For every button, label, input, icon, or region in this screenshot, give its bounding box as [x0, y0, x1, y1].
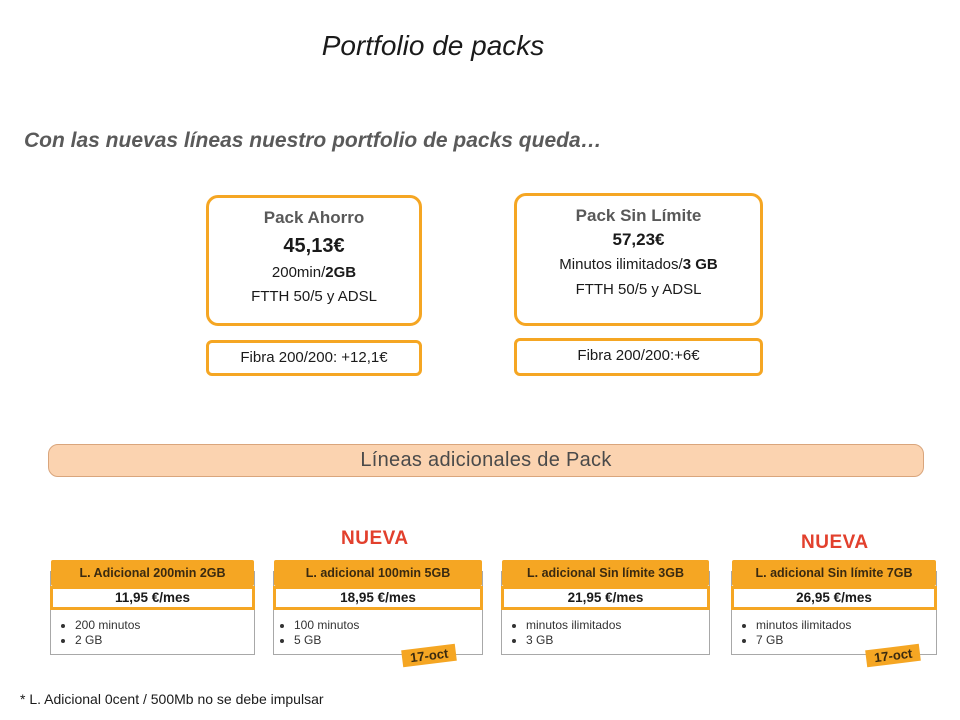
pack-price: 57,23€	[612, 230, 665, 249]
card-price: 26,95 €/mes	[731, 586, 937, 610]
pack-connection: FTTH 50/5 y ADSL	[575, 281, 702, 298]
pack-sin-limite-card: Pack Sin Límite 57,23€ Minutos ilimitado…	[514, 193, 763, 326]
card-price: 11,95 €/mes	[50, 586, 255, 610]
pack-name: Pack Sin Límite	[575, 206, 702, 225]
footnote: * L. Adicional 0cent / 500Mb no se debe …	[20, 691, 324, 707]
pack-minutes: Minutos ilimitados/	[559, 256, 683, 273]
card-header: L. Adicional 200min 2GB	[51, 560, 254, 586]
list-item: 5 GB	[294, 633, 359, 648]
page-title: Portfolio de packs	[321, 30, 545, 61]
list-item: minutos ilimitados	[526, 618, 621, 633]
list-item: 2 GB	[75, 633, 140, 648]
pack-data: 2GB	[325, 264, 357, 281]
pack-allowance: 200min/2GB	[209, 264, 419, 281]
pack-sin-limite-fibra: Fibra 200/200:+6€	[514, 338, 763, 376]
pack-price: 45,13€	[283, 235, 345, 257]
nueva-label: NUEVA	[341, 528, 409, 549]
card-bullets: 200 minutos 2 GB	[59, 618, 140, 648]
list-item: minutos ilimitados	[756, 618, 851, 633]
pack-ahorro-fibra: Fibra 200/200: +12,1€	[206, 340, 422, 376]
card-bullets: 100 minutos 5 GB	[282, 618, 359, 648]
linea-card-2: L. adicional 100min 5GB 18,95 €/mes 100 …	[273, 560, 483, 655]
card-price: 21,95 €/mes	[501, 586, 710, 610]
pack-allowance: Minutos ilimitados/3 GB	[517, 256, 760, 273]
pack-connection: FTTH 50/5 y ADSL	[251, 288, 377, 305]
pack-ahorro-card: Pack Ahorro 45,13€ 200min/2GB FTTH 50/5 …	[206, 195, 422, 326]
lineas-adicionales-banner: Líneas adicionales de Pack	[48, 444, 924, 477]
linea-card-4: L. adicional Sin límite 7GB 26,95 €/mes …	[731, 560, 937, 655]
pack-name: Pack Ahorro	[263, 208, 365, 227]
pack-minutes: 200min/	[271, 264, 326, 281]
card-header: L. adicional Sin límite 3GB	[502, 560, 709, 586]
list-item: 100 minutos	[294, 618, 359, 633]
card-header: L. adicional Sin límite 7GB	[732, 560, 936, 586]
pack-data: 3 GB	[682, 256, 718, 273]
list-item: 7 GB	[756, 633, 851, 648]
linea-card-1: L. Adicional 200min 2GB 11,95 €/mes 200 …	[50, 560, 255, 655]
linea-card-3: L. adicional Sin límite 3GB 21,95 €/mes …	[501, 560, 710, 655]
card-bullets: minutos ilimitados 7 GB	[740, 618, 851, 648]
list-item: 200 minutos	[75, 618, 140, 633]
page-subtitle: Con las nuevas líneas nuestro portfolio …	[24, 129, 602, 152]
card-bullets: minutos ilimitados 3 GB	[510, 618, 621, 648]
card-header: L. adicional 100min 5GB	[274, 560, 482, 586]
nueva-label: NUEVA	[801, 532, 869, 553]
list-item: 3 GB	[526, 633, 621, 648]
card-price: 18,95 €/mes	[273, 586, 483, 610]
